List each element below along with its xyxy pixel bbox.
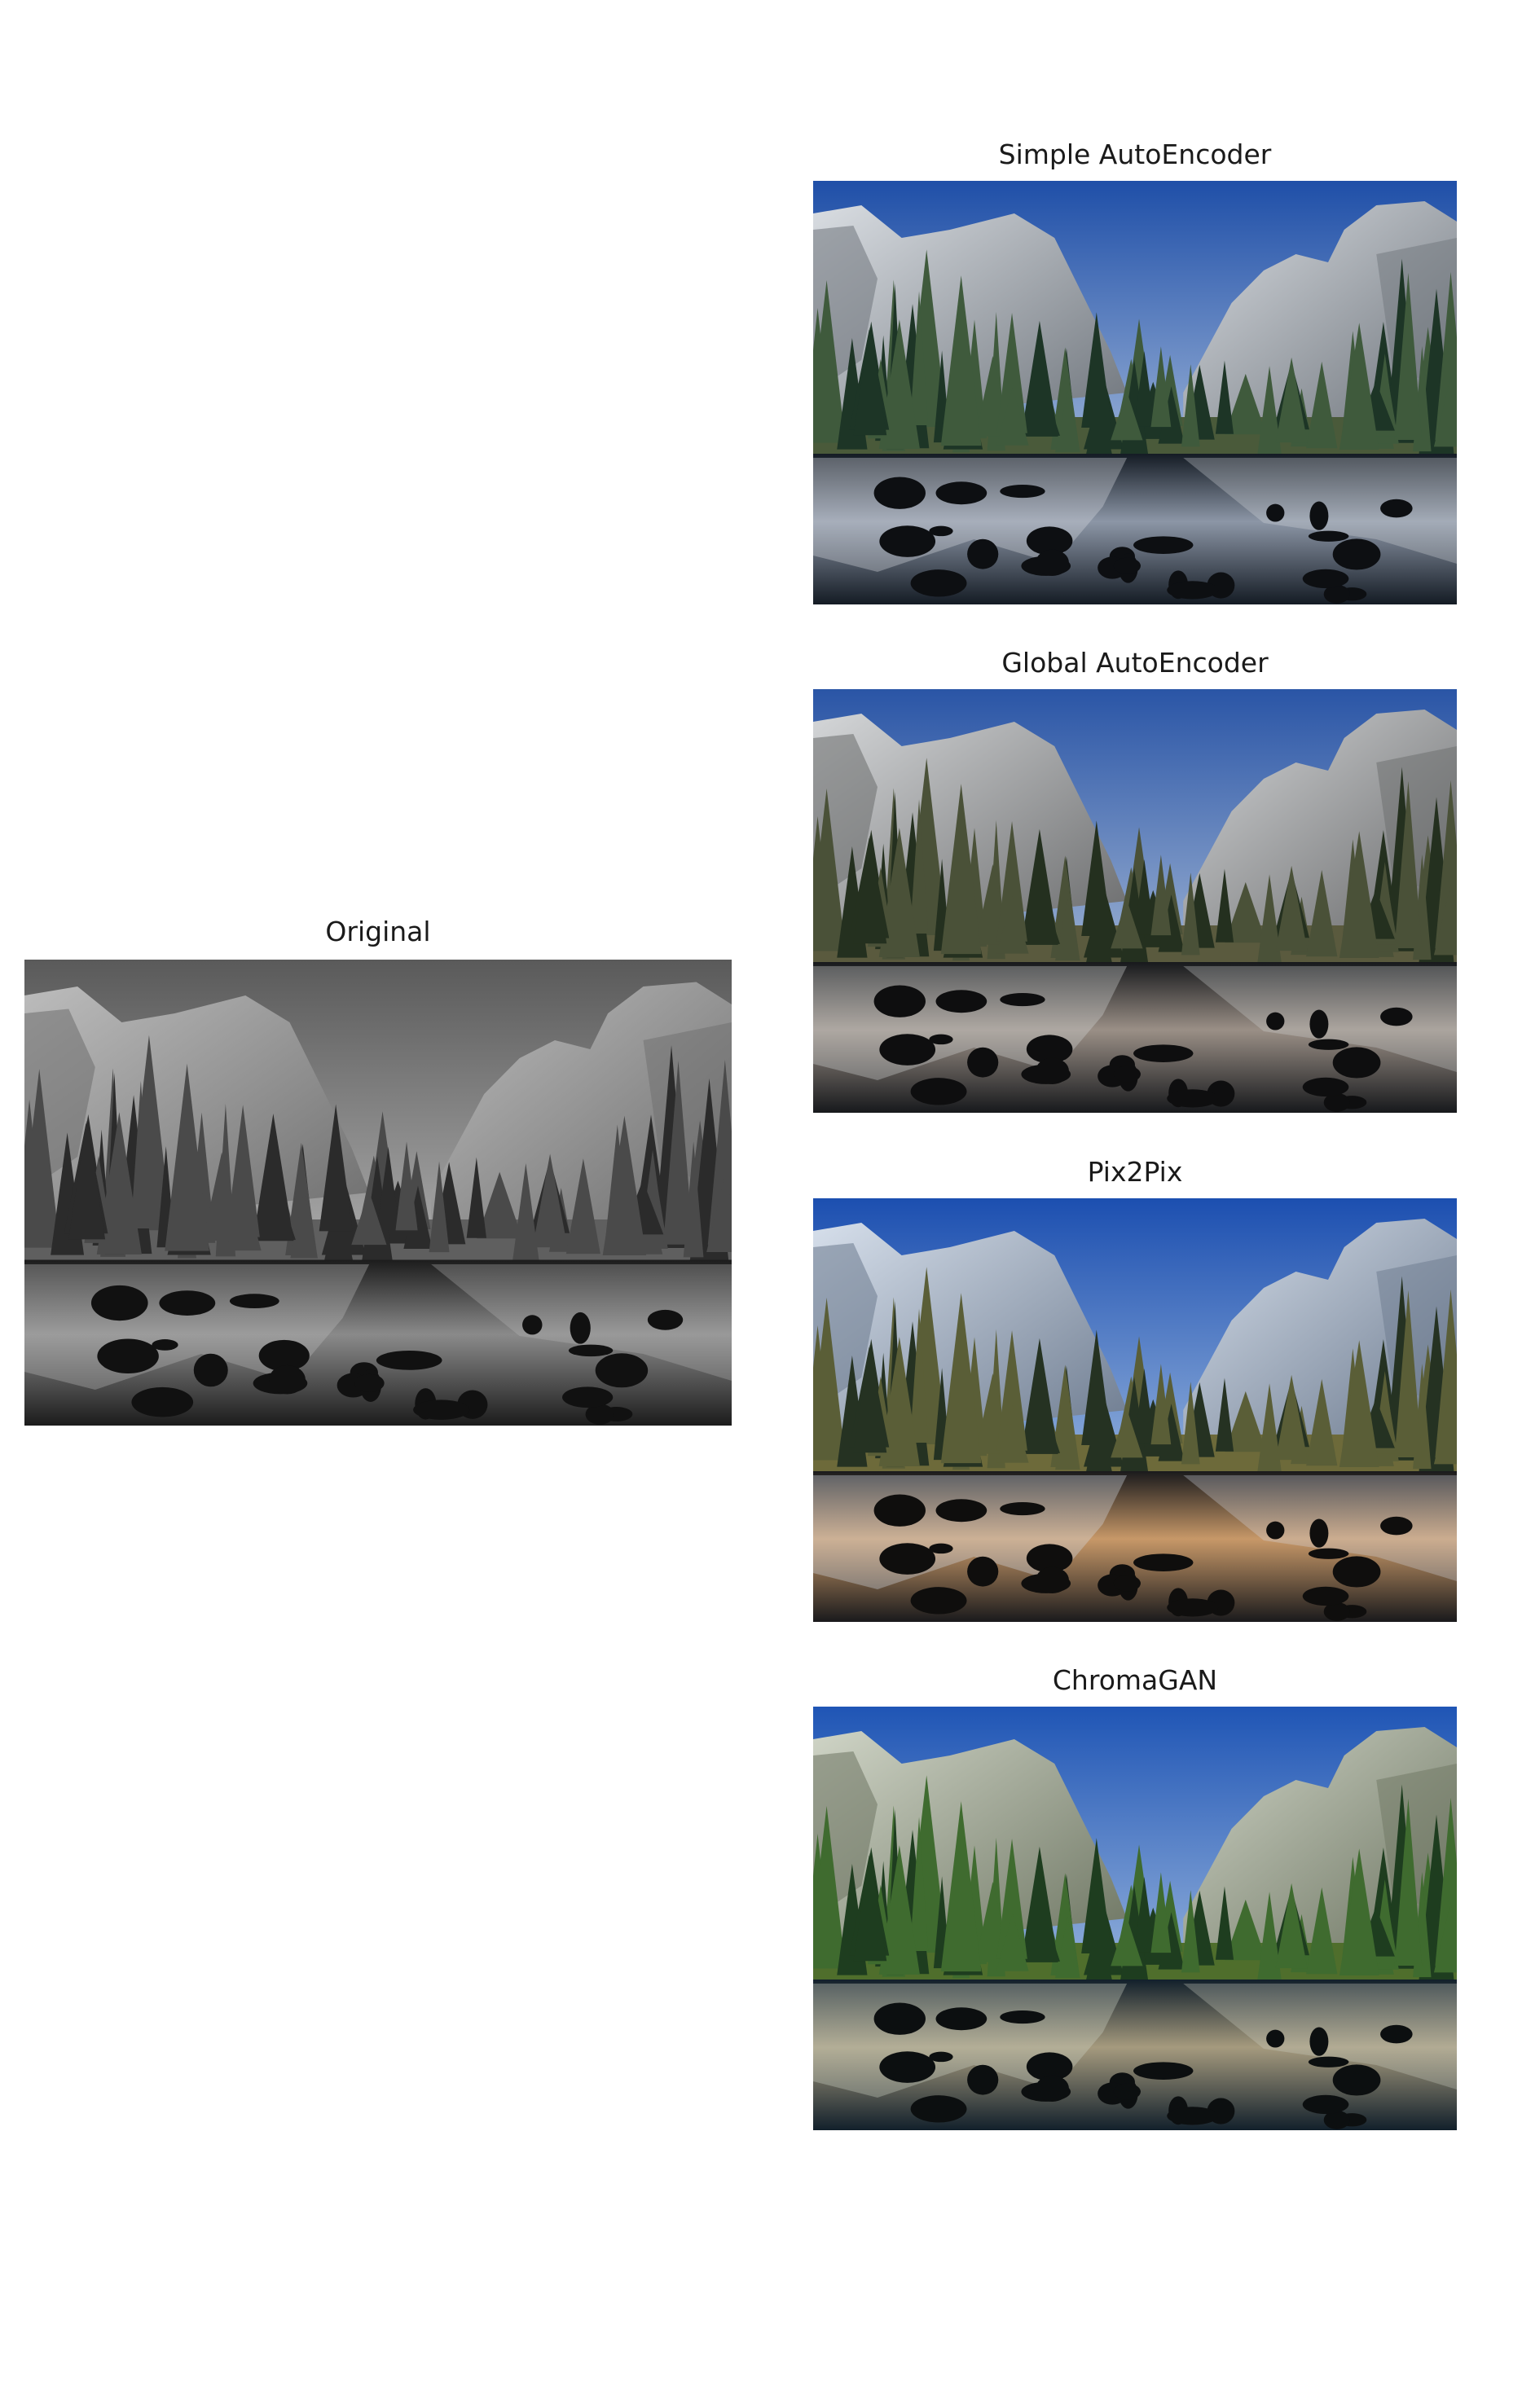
panel-global-autoencoder: Global AutoEncoder [813, 647, 1457, 1113]
panel-title-simple-autoencoder: Simple AutoEncoder [998, 138, 1272, 170]
panel-title-global-autoencoder: Global AutoEncoder [1001, 647, 1269, 679]
global-autoencoder-image [813, 689, 1457, 1113]
original-image [24, 960, 732, 1426]
panel-chromagan: ChromaGAN [813, 1664, 1457, 2130]
pix2pix-image [813, 1198, 1457, 1622]
chromagan-image [813, 1707, 1457, 2130]
panel-title-chromagan: ChromaGAN [1052, 1664, 1218, 1696]
simple-autoencoder-image [813, 181, 1457, 604]
panel-pix2pix: Pix2Pix [813, 1156, 1457, 1622]
panel-original: Original [24, 916, 732, 1426]
panel-simple-autoencoder: Simple AutoEncoder [813, 138, 1457, 604]
panel-title-original: Original [325, 916, 431, 947]
panel-title-pix2pix: Pix2Pix [1087, 1156, 1183, 1188]
